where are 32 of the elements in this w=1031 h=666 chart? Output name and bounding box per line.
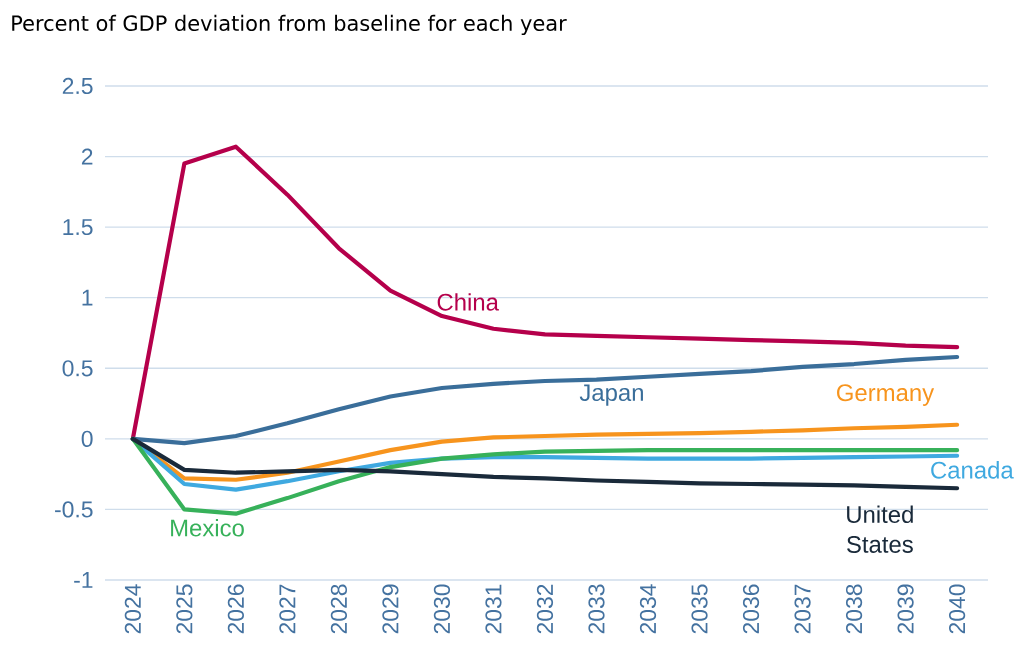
x-tick-label: 2033: [588, 584, 605, 634]
series-label: United States: [847, 505, 913, 553]
x-tick-label: 2037: [794, 584, 811, 634]
y-tick-label: 2: [81, 148, 93, 165]
series-label: Canada: [931, 461, 1014, 479]
series-label: Japan: [579, 384, 643, 406]
x-tick-label: 2028: [330, 584, 347, 634]
x-tick-label: 2036: [742, 584, 760, 634]
x-tick-label: 2027: [279, 584, 296, 634]
series-label: Germany: [837, 384, 935, 406]
x-tick-label: 2040: [948, 584, 966, 634]
x-tick-label: 2034: [639, 584, 657, 634]
y-tick-label: 1.5: [63, 219, 93, 236]
x-tick-label: 2039: [897, 584, 914, 634]
series-label: China: [437, 293, 499, 311]
y-axis-title: Percent of GDP deviation from baseline for each year: [12, 14, 567, 36]
x-tick-label: 2032: [536, 584, 554, 634]
x-tick-label: 2030: [433, 584, 451, 634]
series-label: Mexico: [171, 518, 244, 537]
y-tick-label: -1: [74, 572, 93, 588]
y-tick-label: -0.5: [55, 501, 93, 518]
x-tick-label: 2026: [227, 584, 244, 634]
x-tick-label: 2025: [176, 584, 193, 634]
x-tick-label: 2024: [124, 584, 141, 634]
y-tick-label: 2.5: [62, 77, 93, 95]
x-tick-label: 2031: [485, 584, 502, 634]
y-tick-label: 1: [82, 289, 93, 306]
y-tick-label: 0: [81, 430, 93, 447]
x-tick-label: 2029: [382, 584, 399, 634]
y-tick-label: 0.5: [62, 360, 93, 377]
x-tick-label: 2035: [691, 584, 708, 634]
x-tick-label: 2038: [845, 584, 863, 634]
